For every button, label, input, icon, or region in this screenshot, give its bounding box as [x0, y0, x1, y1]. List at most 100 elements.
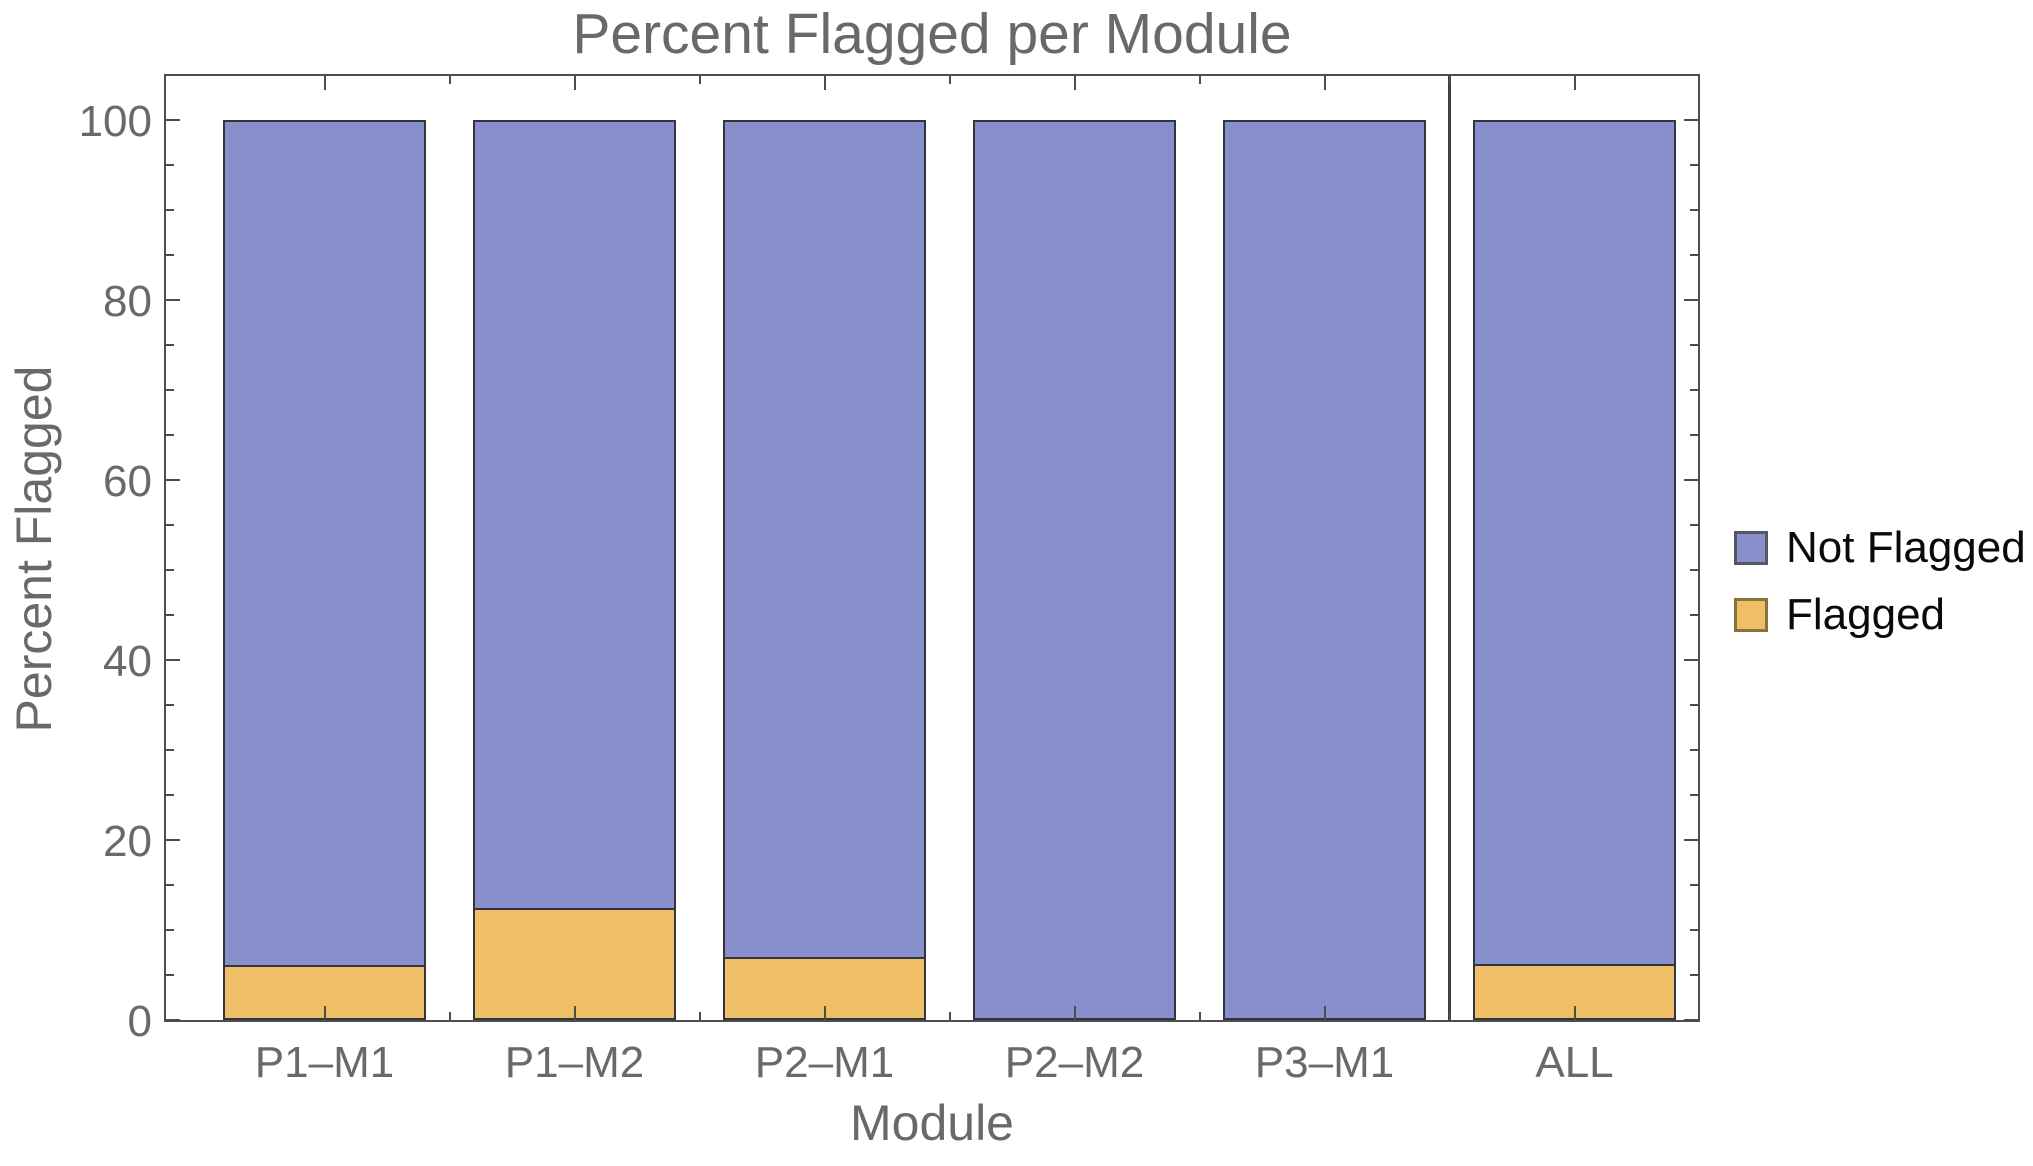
y-tick-major [1684, 119, 1698, 121]
y-tick-minor [1690, 704, 1698, 706]
x-tick-label: ALL [1535, 1038, 1614, 1087]
y-tick-minor [1690, 164, 1698, 166]
bar-segment-not-flagged [473, 120, 676, 908]
x-tick-label: P3–M1 [1254, 1038, 1395, 1087]
bar-segment-not-flagged [973, 120, 1176, 1020]
x-axis-title: Module [850, 1095, 1014, 1151]
x-tick-minor [1198, 76, 1201, 84]
y-tick-minor [1690, 209, 1698, 211]
x-tick-major [573, 76, 576, 90]
y-tick-minor [1690, 974, 1698, 976]
bar-P2–M1 [723, 120, 926, 1020]
y-tick-major [166, 299, 180, 301]
y-tick-minor [1690, 524, 1698, 526]
y-tick-minor [1690, 749, 1698, 751]
bar-segment-not-flagged [223, 120, 426, 965]
y-tick-major [166, 479, 180, 481]
y-tick-major [166, 1019, 180, 1021]
y-tick-minor [166, 704, 174, 706]
y-tick-minor [1690, 434, 1698, 436]
bar-segment-flagged [473, 908, 676, 1020]
x-tick-major [1073, 1006, 1076, 1020]
legend-label-flagged: Flagged [1786, 590, 1946, 639]
x-tick-label: P1–M1 [254, 1038, 395, 1087]
y-tick-label: 60 [103, 457, 152, 506]
x-tick-major [823, 1006, 826, 1020]
y-tick-minor [1690, 929, 1698, 931]
y-tick-minor [166, 254, 174, 256]
x-tick-minor [698, 1012, 701, 1020]
y-tick-minor [1690, 344, 1698, 346]
y-tick-major [1684, 1019, 1698, 1021]
x-tick-label: P2–M1 [754, 1038, 895, 1087]
y-tick-minor [1690, 884, 1698, 886]
y-tick-minor [166, 794, 174, 796]
x-tick-minor [698, 76, 701, 84]
x-tick-minor [1198, 1012, 1201, 1020]
x-tick-minor [1448, 1012, 1451, 1020]
y-tick-major [166, 659, 180, 661]
bar-segment-not-flagged [1223, 120, 1426, 1020]
group-divider-line [1448, 76, 1451, 1020]
y-tick-minor [1690, 254, 1698, 256]
x-tick-major [323, 76, 326, 90]
flagged-swatch-icon [1734, 598, 1768, 632]
y-tick-minor [166, 884, 174, 886]
x-tick-major [1073, 76, 1076, 90]
y-tick-minor [166, 614, 174, 616]
y-tick-major [166, 119, 180, 121]
bar-segment-not-flagged [723, 120, 926, 957]
x-tick-major [823, 76, 826, 90]
x-tick-major [1573, 1006, 1576, 1020]
x-tick-label: P1–M2 [504, 1038, 645, 1087]
y-axis-title: Percent Flagged [6, 365, 62, 733]
not-flagged-swatch-icon [1734, 531, 1768, 565]
legend-label-not-flagged: Not Flagged [1786, 523, 2026, 572]
y-tick-label: 0 [127, 997, 152, 1046]
x-tick-major [573, 1006, 576, 1020]
bar-ALL [1473, 120, 1676, 1020]
x-tick-major [1323, 76, 1326, 90]
y-tick-major [1684, 659, 1698, 661]
y-tick-label: 100 [78, 97, 152, 146]
y-tick-minor [1690, 389, 1698, 391]
y-tick-minor [166, 434, 174, 436]
y-tick-major [1684, 299, 1698, 301]
y-tick-minor [166, 929, 174, 931]
x-tick-major [1573, 76, 1576, 90]
y-tick-minor [166, 164, 174, 166]
x-tick-major [1323, 1006, 1326, 1020]
y-tick-minor [1690, 794, 1698, 796]
x-tick-minor [1448, 76, 1451, 84]
y-tick-major [1684, 479, 1698, 481]
y-tick-minor [166, 569, 174, 571]
y-tick-minor [166, 749, 174, 751]
x-tick-major [323, 1006, 326, 1020]
bar-segment-not-flagged [1473, 120, 1676, 964]
y-tick-minor [166, 524, 174, 526]
bar-P2–M2 [973, 120, 1176, 1020]
y-tick-minor [166, 209, 174, 211]
y-tick-minor [1690, 569, 1698, 571]
y-tick-minor [166, 974, 174, 976]
x-tick-minor [948, 1012, 951, 1020]
bar-P3–M1 [1223, 120, 1426, 1020]
x-tick-minor [448, 1012, 451, 1020]
bar-P1–M2 [473, 120, 676, 1020]
y-tick-minor [166, 389, 174, 391]
y-tick-major [1684, 839, 1698, 841]
y-tick-label: 40 [103, 637, 152, 686]
legend-item-flagged: Flagged [1734, 590, 1946, 639]
x-tick-minor [948, 76, 951, 84]
y-tick-minor [166, 344, 174, 346]
plot-area [164, 74, 1700, 1022]
y-tick-label: 20 [103, 817, 152, 866]
x-tick-label: P2–M2 [1004, 1038, 1145, 1087]
y-tick-minor [1690, 614, 1698, 616]
bar-P1–M1 [223, 120, 426, 1020]
legend-item-not-flagged: Not Flagged [1734, 523, 2026, 572]
y-tick-label: 80 [103, 277, 152, 326]
y-tick-major [166, 839, 180, 841]
chart-title: Percent Flagged per Module [572, 2, 1292, 66]
